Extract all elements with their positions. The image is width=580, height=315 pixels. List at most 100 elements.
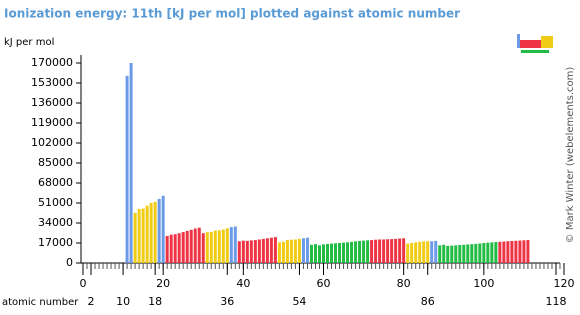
bar: [161, 195, 165, 263]
bar: [213, 230, 217, 263]
x-secondary-tick-label: 36: [220, 295, 234, 308]
bar: [201, 233, 205, 263]
y-tick-label: 85000: [38, 156, 73, 169]
y-tick-label: 34000: [38, 216, 73, 229]
bar: [474, 243, 478, 263]
bar: [313, 244, 317, 263]
bar: [305, 237, 309, 263]
x-tick-label: 100: [473, 277, 494, 290]
bar: [217, 230, 221, 263]
bar: [297, 238, 301, 263]
x-secondary-tick-label: 10: [116, 295, 130, 308]
bar: [398, 238, 402, 263]
bar: [482, 243, 486, 263]
x-axis-label: atomic number: [2, 297, 79, 308]
bar: [153, 201, 157, 263]
bar: [317, 245, 321, 263]
x-secondary-tick-label: 54: [292, 295, 306, 308]
credit: © Mark Winter (webelements.com): [565, 67, 576, 244]
y-tick-label: 153000: [31, 76, 73, 89]
bar: [322, 244, 325, 263]
bar: [510, 241, 514, 263]
bar: [169, 234, 173, 263]
bar: [418, 241, 422, 263]
bar: [265, 238, 269, 263]
chart-title: Ionization energy: 11th [kJ per mol] plo…: [4, 7, 460, 21]
bar: [177, 233, 181, 263]
bar: [526, 240, 530, 263]
bar: [422, 241, 426, 263]
bar: [374, 239, 378, 263]
bar: [197, 227, 201, 263]
bar: [237, 241, 241, 263]
x-tick-label: 60: [317, 277, 331, 290]
bar: [442, 244, 446, 263]
y-tick-label: 0: [66, 256, 73, 269]
bar: [225, 228, 229, 263]
bar: [386, 239, 390, 263]
bar: [414, 242, 418, 263]
bar: [229, 227, 233, 263]
bar: [522, 240, 526, 263]
bar: [185, 230, 189, 263]
y-tick-label: 102000: [31, 136, 73, 149]
x-secondary-tick-label: 18: [148, 295, 162, 308]
bar: [181, 232, 185, 263]
y-tick-label: 119000: [31, 116, 73, 129]
x-tick-label: 120: [554, 277, 575, 290]
bar: [366, 240, 370, 263]
x-tick-label: 40: [236, 277, 250, 290]
bar: [362, 240, 366, 263]
bar: [450, 245, 454, 263]
x-secondary-tick-label: 86: [421, 295, 435, 308]
bar: [205, 232, 209, 263]
x-tick-label: 20: [156, 277, 170, 290]
bar: [129, 63, 133, 264]
bar: [434, 240, 438, 263]
y-axis-label: kJ per mol: [4, 37, 54, 48]
bar: [494, 242, 498, 263]
x-tick-label: 80: [397, 277, 411, 290]
bar: [285, 240, 289, 263]
bar: [141, 208, 145, 263]
bar: [241, 240, 245, 263]
bar: [209, 231, 213, 263]
bar: [165, 235, 169, 263]
bar: [233, 226, 237, 263]
bar: [245, 240, 249, 263]
bar: [506, 241, 510, 263]
bar: [394, 238, 398, 263]
bar: [293, 239, 297, 263]
bar: [125, 75, 129, 263]
bar: [518, 240, 522, 263]
periodic-table-icon: [517, 34, 553, 53]
bar: [466, 244, 470, 263]
bar: [261, 238, 265, 263]
bar: [189, 229, 193, 263]
bar: [249, 240, 253, 263]
bar: [446, 245, 450, 263]
bar: [301, 238, 305, 263]
bar: [478, 243, 482, 263]
y-tick-label: 17000: [38, 236, 73, 249]
bar: [253, 240, 257, 263]
bar: [281, 241, 285, 263]
bar: [338, 243, 342, 263]
bar: [342, 242, 346, 263]
bar: [346, 242, 350, 263]
y-tick-label: 170000: [31, 56, 73, 69]
bar: [498, 241, 502, 263]
bar: [133, 212, 137, 263]
bar: [350, 241, 354, 263]
bar: [406, 243, 410, 263]
bar: [382, 239, 386, 263]
bar: [277, 242, 281, 263]
bar: [149, 202, 153, 263]
bar: [378, 239, 382, 263]
bar: [490, 242, 494, 263]
bar: [137, 208, 141, 263]
y-tick-label: 136000: [31, 96, 73, 109]
bar: [410, 243, 414, 263]
bar: [402, 238, 406, 263]
x-tick-label: 0: [80, 277, 87, 290]
